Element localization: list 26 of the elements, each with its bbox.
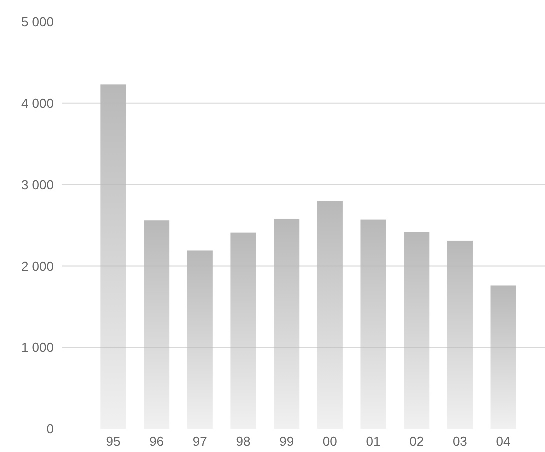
y-tick-label: 0 (46, 422, 54, 437)
bar (187, 250, 213, 429)
x-tick-label: 03 (452, 434, 468, 449)
x-tick-label: 00 (322, 434, 338, 449)
x-tick-label: 97 (192, 434, 208, 449)
x-tick-label: 02 (410, 434, 424, 449)
y-tick-label: 3 000 (21, 177, 54, 192)
bar (230, 232, 256, 429)
bar (404, 232, 430, 429)
bar (100, 84, 126, 429)
bar (360, 220, 386, 429)
x-tick-label: 99 (280, 434, 294, 449)
bar (447, 240, 473, 429)
y-tick-label: 4 000 (21, 96, 54, 111)
x-tick-label: 95 (106, 434, 121, 449)
y-tick-label: 1 000 (21, 340, 54, 356)
y-tick-label: 2 000 (21, 258, 54, 274)
x-tick-label: 01 (366, 434, 381, 449)
bar (490, 286, 516, 429)
bar (317, 201, 343, 429)
bar (144, 220, 170, 429)
x-tick-label: 98 (236, 434, 251, 449)
x-tick-label: 04 (496, 434, 511, 449)
y-tick-label: 5 000 (21, 14, 54, 30)
bar (274, 218, 300, 429)
x-tick-label: 96 (150, 434, 164, 449)
